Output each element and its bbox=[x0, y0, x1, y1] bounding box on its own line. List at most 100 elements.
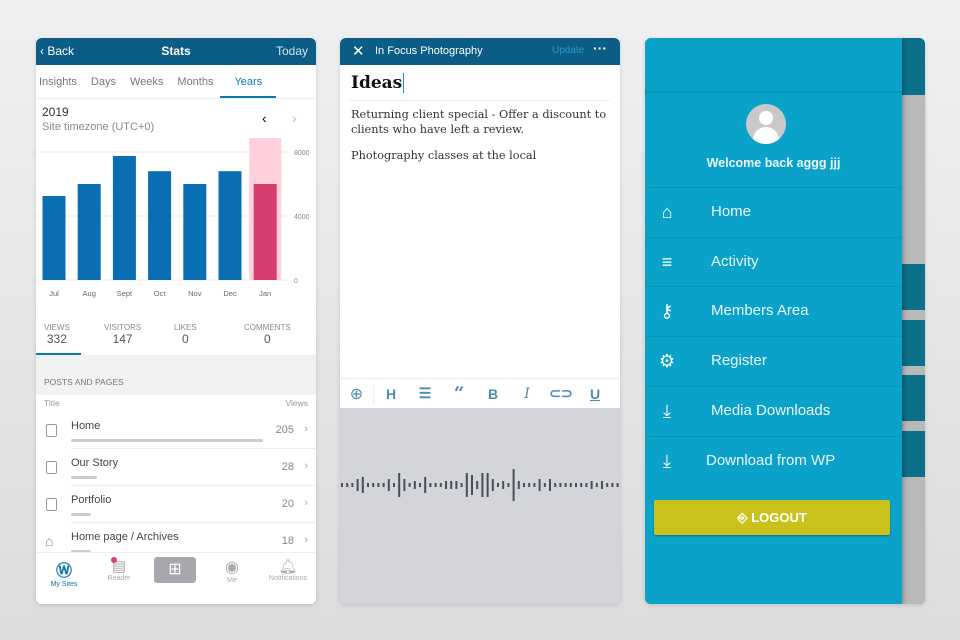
waveform-bar bbox=[580, 483, 583, 487]
page-header bbox=[902, 38, 925, 95]
heading-button[interactable]: H bbox=[385, 385, 397, 402]
x-tick-label: Oct bbox=[154, 289, 167, 298]
menu-item[interactable]: ⌂ Home bbox=[645, 187, 902, 237]
new-post-button[interactable]: ⊞ bbox=[154, 557, 196, 583]
prev-period-icon[interactable]: ‹ bbox=[262, 110, 267, 126]
stat-visitors[interactable]: VISITORS 147 bbox=[104, 323, 141, 346]
waveform-bar bbox=[387, 479, 390, 491]
waveform-bar bbox=[367, 483, 369, 487]
waveform-bar bbox=[497, 483, 499, 487]
waveform-bar bbox=[382, 483, 385, 487]
menu-item[interactable]: ⤓ Media Downloads bbox=[645, 385, 902, 436]
tab-my-sites[interactable]: Ⓦ My Sites bbox=[36, 557, 92, 588]
tab-notifications[interactable]: 🔔︎ Notifications bbox=[260, 557, 316, 582]
avatar[interactable] bbox=[746, 104, 786, 144]
reader-icon: ▤ bbox=[111, 557, 127, 575]
chevron-right-icon: › bbox=[304, 423, 308, 435]
views-bar bbox=[71, 513, 91, 516]
post-row[interactable]: Home 205 › bbox=[36, 412, 316, 449]
next-period-icon[interactable]: › bbox=[292, 110, 297, 126]
underline-button[interactable]: U bbox=[589, 385, 601, 402]
list-icon[interactable]: ☰ bbox=[418, 385, 432, 401]
today-button[interactable]: Today bbox=[275, 44, 308, 58]
post-title-input[interactable]: Ideas bbox=[351, 73, 405, 93]
profile-icon: ◉ bbox=[225, 559, 239, 576]
compose-icon: ⊞ bbox=[168, 561, 182, 578]
tab-months[interactable]: Months bbox=[177, 76, 214, 88]
post-row[interactable]: Our Story 28 › bbox=[36, 449, 316, 486]
post-views: 18 bbox=[281, 535, 294, 547]
tab-weeks[interactable]: Weeks bbox=[129, 76, 164, 88]
waveform-bar bbox=[585, 483, 588, 487]
row-divider bbox=[71, 522, 316, 523]
waveform-bar bbox=[403, 479, 406, 491]
back-button[interactable]: ‹ Back bbox=[40, 44, 75, 58]
waveform-bar bbox=[528, 483, 531, 487]
link-icon[interactable]: ⊂⊃ bbox=[549, 385, 573, 401]
waveform-bar bbox=[517, 481, 520, 489]
tab-days[interactable]: Days bbox=[90, 76, 116, 88]
close-icon[interactable]: ✕ bbox=[352, 43, 365, 60]
y-tick-label: 8000 bbox=[294, 150, 310, 157]
header-title: Stats bbox=[161, 44, 191, 58]
period-tabs: Insights Days Weeks Months Years bbox=[36, 65, 316, 99]
waveform-bar bbox=[356, 479, 359, 491]
post-views: 205 bbox=[275, 424, 294, 436]
waveform-bar bbox=[460, 483, 463, 487]
tab-years[interactable]: Years bbox=[220, 65, 277, 98]
bottom-tab-bar: Ⓦ My Sites ▤ Reader ⊞ ◉ Me 🔔︎ Notifications bbox=[36, 552, 316, 604]
waveform-bar bbox=[507, 483, 510, 487]
tab-insights[interactable]: Insights bbox=[39, 76, 77, 88]
waveform-bar bbox=[476, 481, 479, 489]
waveform-bar bbox=[523, 483, 525, 487]
quote-icon[interactable]: “ bbox=[453, 383, 465, 404]
stat-value: 147 bbox=[112, 332, 133, 346]
post-row[interactable]: Portfolio 20 › bbox=[36, 486, 316, 523]
logout-button[interactable]: ⎆ LOGOUT bbox=[654, 500, 890, 535]
title-column-header: Title bbox=[44, 398, 60, 408]
key-icon: ⚷ bbox=[660, 301, 674, 322]
bold-button[interactable]: B bbox=[487, 385, 499, 402]
tab-me[interactable]: ◉ Me bbox=[204, 557, 260, 584]
waveform-bar bbox=[549, 479, 551, 491]
waveform-bar bbox=[611, 483, 614, 487]
waveform-bar bbox=[341, 483, 343, 487]
waveform-bar bbox=[481, 473, 484, 497]
editor-screen: ✕ In Focus Photography Update ··· Ideas … bbox=[340, 38, 620, 604]
bar-jan bbox=[253, 184, 277, 280]
y-tick-label: 0 bbox=[294, 278, 298, 285]
more-icon[interactable]: ··· bbox=[593, 40, 607, 56]
download-icon: ⤓ bbox=[663, 400, 671, 421]
tab-reader[interactable]: ▤ Reader bbox=[91, 557, 147, 582]
x-tick-label: Nov bbox=[188, 289, 202, 298]
y-tick-label: 4000 bbox=[294, 214, 310, 221]
menu-label: Register bbox=[711, 352, 767, 370]
menu-item[interactable]: ⤓ Download from WP bbox=[645, 435, 902, 486]
update-button[interactable]: Update bbox=[552, 45, 585, 56]
add-block-icon[interactable]: ⊕ bbox=[340, 383, 374, 404]
views-bar bbox=[71, 439, 263, 442]
post-views: 28 bbox=[281, 461, 294, 473]
menu-label: Activity bbox=[711, 252, 759, 270]
bar-jul bbox=[42, 196, 66, 280]
paragraph-block[interactable]: Returning client special - Offer a disco… bbox=[351, 108, 607, 136]
waveform-bar bbox=[559, 483, 562, 487]
members-drawer-screen: Welcome back aggg jjj ⌂ Home ≡ Activity ⚷ Mem… bbox=[645, 38, 925, 604]
menu-item[interactable]: ⚷ Members Area bbox=[645, 286, 902, 336]
paragraph-block[interactable]: Photography classes at the local bbox=[351, 149, 537, 162]
stat-likes[interactable]: LIKES 0 bbox=[174, 323, 197, 346]
waveform-bar bbox=[616, 483, 619, 487]
italic-button[interactable]: I bbox=[524, 385, 530, 402]
timezone-label: Site timezone (UTC+0) bbox=[42, 121, 155, 133]
waveform-bar bbox=[538, 479, 541, 491]
stat-comments[interactable]: COMMENTS 0 bbox=[244, 323, 291, 346]
stat-views[interactable]: VIEWS 332 bbox=[44, 323, 70, 346]
bar-dec bbox=[218, 171, 242, 280]
menu-label: Media Downloads bbox=[711, 401, 831, 419]
menu-label: Members Area bbox=[711, 302, 809, 320]
waveform-bar bbox=[346, 483, 349, 487]
menu-item[interactable]: ≡ Activity bbox=[645, 236, 902, 287]
tab-label: Reader bbox=[107, 575, 131, 582]
page-block bbox=[902, 375, 925, 421]
menu-item[interactable]: ⚙ Register bbox=[645, 336, 902, 386]
